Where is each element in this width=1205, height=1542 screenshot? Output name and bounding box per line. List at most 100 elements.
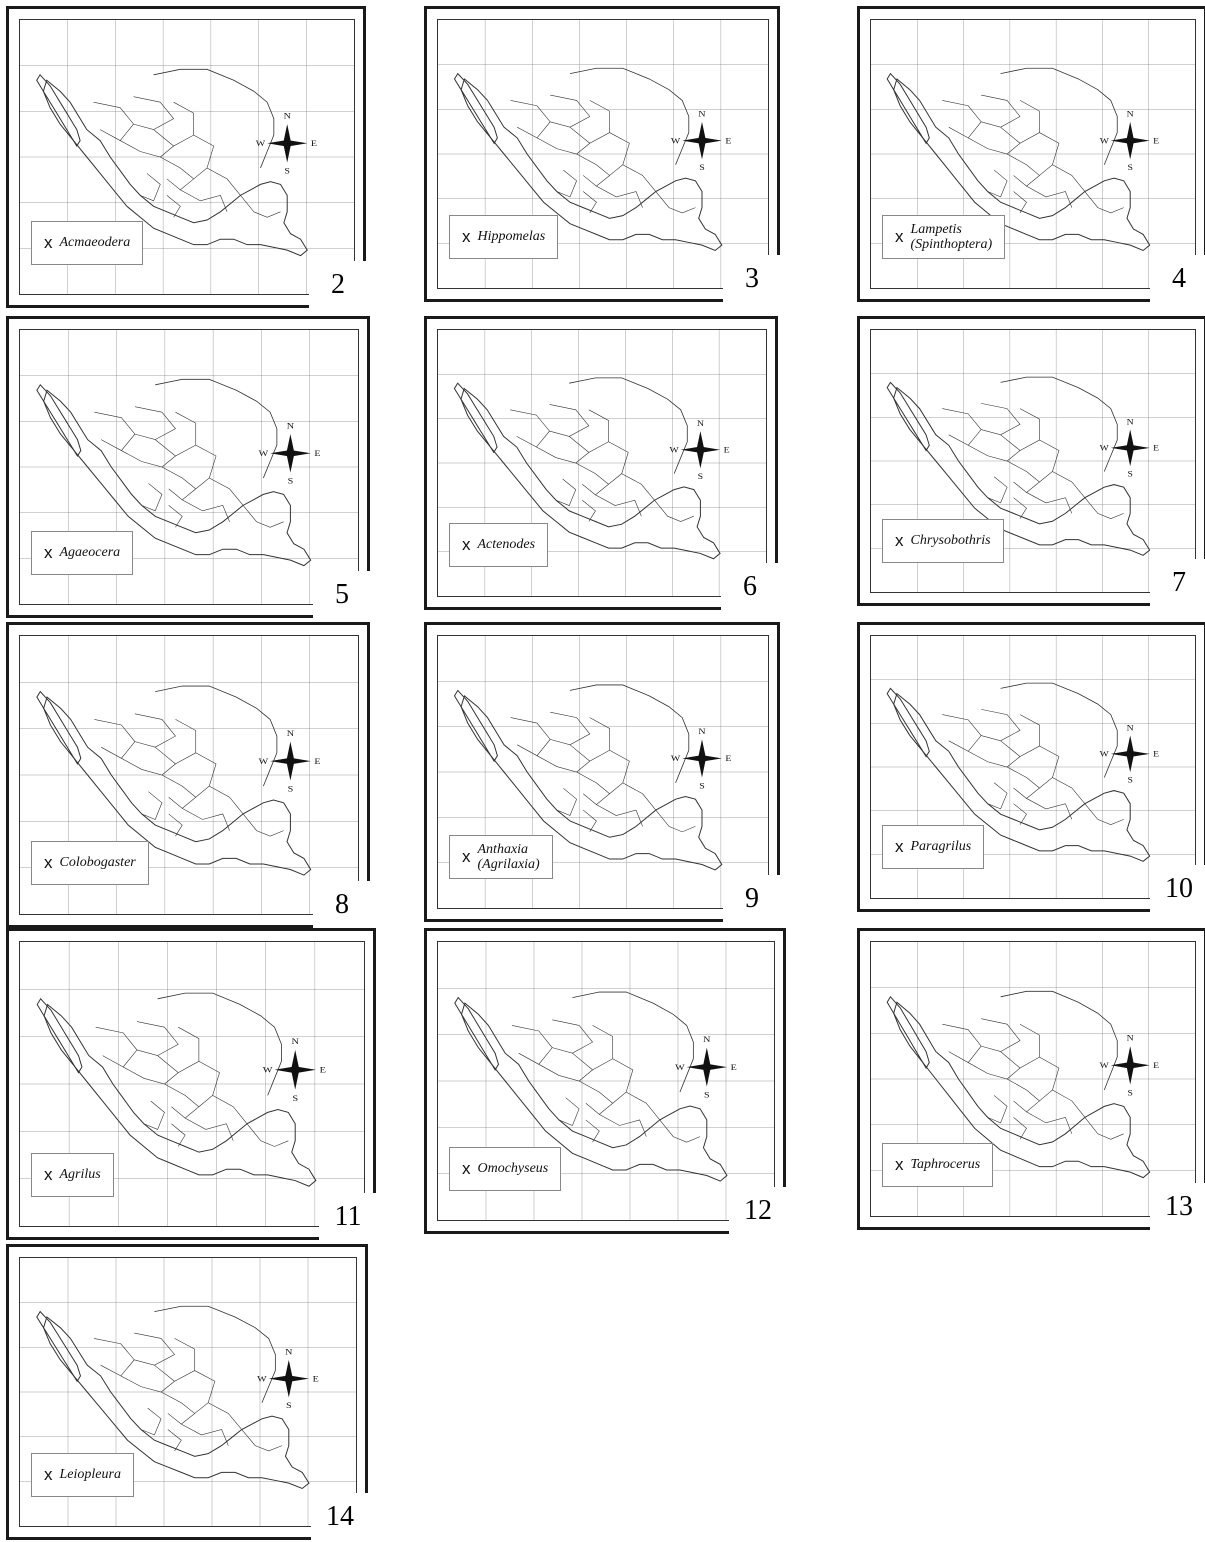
genus-name: Agrilus bbox=[59, 1167, 101, 1183]
compass-label-s: S bbox=[699, 163, 705, 172]
compass-label-e: E bbox=[1153, 136, 1159, 145]
compass-rose-icon: N S W E bbox=[259, 422, 321, 486]
state-boundary bbox=[1001, 100, 1040, 143]
map-legend: x Chrysobothris bbox=[882, 519, 1004, 563]
state-boundary bbox=[140, 173, 160, 200]
state-boundary bbox=[155, 412, 196, 456]
mexico-mainland-outline bbox=[44, 1317, 309, 1489]
state-boundary bbox=[182, 500, 229, 522]
state-boundary bbox=[572, 1025, 612, 1069]
state-boundary bbox=[1052, 165, 1084, 192]
state-boundary bbox=[1007, 1079, 1039, 1112]
legend-genus-label: Colobogaster bbox=[60, 855, 136, 870]
figure-number: 3 bbox=[723, 255, 781, 303]
figure-number: 5 bbox=[313, 571, 371, 619]
state-boundary bbox=[981, 709, 1020, 740]
map-frame: N S W E bbox=[19, 329, 359, 605]
legend-genus-label: Hippomelas bbox=[478, 229, 546, 244]
state-boundary bbox=[1039, 1057, 1058, 1101]
us-border-line bbox=[572, 992, 693, 1092]
state-boundary bbox=[1014, 192, 1027, 213]
compass-label-s: S bbox=[698, 472, 703, 481]
state-boundary bbox=[569, 410, 608, 453]
state-boundary bbox=[550, 712, 590, 745]
compass-label-e: E bbox=[1153, 1061, 1159, 1070]
compass-rose-icon: N S W E bbox=[263, 1038, 326, 1104]
state-boundary bbox=[160, 157, 193, 190]
state-boundary bbox=[595, 495, 641, 516]
compass-label-w: W bbox=[670, 445, 680, 454]
compass-label-e: E bbox=[725, 754, 732, 763]
state-boundary bbox=[135, 714, 176, 747]
state-boundary bbox=[1001, 409, 1040, 451]
state-boundary bbox=[134, 1333, 174, 1365]
state-boundary bbox=[1052, 1090, 1084, 1117]
state-boundary bbox=[180, 190, 227, 212]
compass-label-e: E bbox=[725, 136, 732, 145]
compass-label-n: N bbox=[1127, 723, 1135, 732]
mexico-mainland-outline bbox=[894, 694, 1150, 862]
state-boundary bbox=[512, 1025, 552, 1064]
figure-number: 7 bbox=[1150, 559, 1205, 607]
mexico-mainland-outline bbox=[44, 697, 311, 875]
us-border-line bbox=[1001, 991, 1118, 1090]
state-boundary bbox=[626, 1092, 660, 1120]
state-boundary bbox=[194, 135, 214, 179]
map-legend: x Anthaxia (Agrilaxia) bbox=[449, 835, 553, 879]
country-outline bbox=[887, 683, 1149, 861]
baja-california-outline bbox=[37, 999, 82, 1073]
map-frame: N S W E bbox=[870, 635, 1196, 899]
legend-marker-icon: x bbox=[44, 233, 53, 252]
compass-rose-icon: N S W E bbox=[671, 109, 732, 172]
state-boundary bbox=[559, 1098, 579, 1126]
mexico-map: N S W E bbox=[871, 20, 1195, 288]
compass-label-n: N bbox=[698, 109, 706, 118]
compass-label-s: S bbox=[288, 476, 294, 485]
state-boundary bbox=[656, 810, 696, 832]
compass-label-s: S bbox=[1127, 1088, 1132, 1097]
state-boundary bbox=[596, 805, 642, 827]
state-boundary bbox=[582, 500, 595, 521]
mexico-mainland-outline bbox=[461, 79, 722, 251]
compass-rose-icon: N S W E bbox=[256, 111, 318, 175]
legend-marker-icon: x bbox=[895, 227, 904, 246]
mexico-mainland-outline bbox=[43, 80, 307, 255]
us-border-line bbox=[569, 378, 687, 474]
compass-label-n: N bbox=[698, 727, 706, 736]
state-boundary bbox=[209, 478, 243, 505]
state-boundary bbox=[550, 95, 590, 127]
compass-label-e: E bbox=[724, 445, 731, 454]
state-boundary bbox=[576, 463, 609, 495]
us-border-line bbox=[154, 69, 274, 168]
state-boundary bbox=[579, 1081, 613, 1114]
compass-label-n: N bbox=[291, 1038, 299, 1047]
compass-label-s: S bbox=[699, 781, 705, 790]
state-boundary bbox=[654, 500, 693, 521]
state-boundary bbox=[968, 445, 1020, 461]
legend-genus-label: Chrysobothris bbox=[911, 533, 991, 548]
state-boundary bbox=[167, 195, 180, 217]
legend-marker-icon: x bbox=[462, 535, 471, 554]
state-boundary bbox=[981, 95, 1020, 127]
compass-rose-icon: N S W E bbox=[1100, 723, 1159, 784]
compass-label-e: E bbox=[314, 449, 321, 458]
state-boundary bbox=[135, 407, 176, 440]
state-boundary bbox=[536, 447, 588, 463]
compass-label-e: E bbox=[1153, 749, 1159, 758]
genus-name: Actenodes bbox=[477, 537, 536, 553]
state-boundary bbox=[942, 1024, 981, 1062]
genus-name: Lampetis bbox=[910, 221, 962, 237]
state-boundary bbox=[1085, 1117, 1124, 1139]
state-boundary bbox=[539, 1064, 593, 1081]
country-outline bbox=[455, 68, 722, 250]
mexico-map: N S W E bbox=[20, 330, 358, 604]
compass-label-s: S bbox=[284, 166, 290, 175]
compass-label-n: N bbox=[1127, 109, 1135, 118]
state-boundary bbox=[968, 138, 1020, 154]
state-boundary bbox=[243, 505, 284, 527]
us-border-line bbox=[155, 686, 277, 786]
state-boundary bbox=[556, 479, 576, 506]
us-border-line bbox=[154, 1306, 275, 1402]
us-border-line bbox=[1001, 683, 1118, 777]
